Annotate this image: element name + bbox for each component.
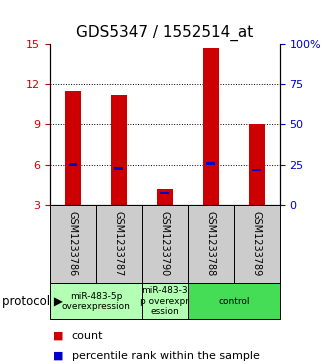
Bar [69,163,77,166]
Text: ■: ■ [53,331,64,341]
Text: GSM1233786: GSM1233786 [68,212,78,277]
Text: GSM1233790: GSM1233790 [160,212,170,277]
Bar [161,192,169,194]
Bar [206,162,215,165]
Text: control: control [218,297,249,306]
Bar [249,124,265,205]
Text: miR-483-3
p overexpr
ession: miR-483-3 p overexpr ession [140,286,189,316]
Text: GSM1233789: GSM1233789 [252,212,262,277]
Text: GSM1233788: GSM1233788 [206,212,216,277]
Text: count: count [72,331,103,341]
Title: GDS5347 / 1552514_at: GDS5347 / 1552514_at [76,25,253,41]
Text: miR-483-5p
overexpression: miR-483-5p overexpression [62,291,130,311]
Text: GSM1233787: GSM1233787 [114,211,124,277]
Text: percentile rank within the sample: percentile rank within the sample [72,351,259,361]
Bar [65,91,81,205]
Text: ■: ■ [53,351,64,361]
Text: protocol ▶: protocol ▶ [2,295,63,308]
Bar [157,189,173,205]
Bar [252,169,261,171]
Bar [203,48,219,205]
Bar [115,167,123,170]
Bar [111,95,127,205]
